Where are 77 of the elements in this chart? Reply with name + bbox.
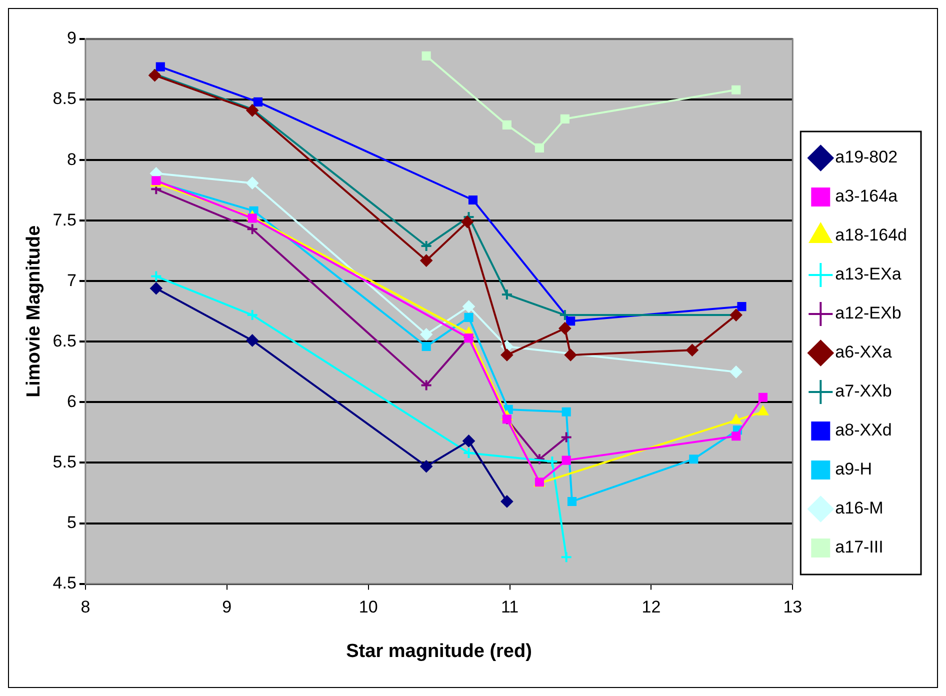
y-tick-label: 8 <box>66 150 76 169</box>
y-tick-label: 4.5 <box>52 573 76 592</box>
legend-label: a9-H <box>835 460 872 479</box>
y-tick-label: 5.5 <box>52 452 76 472</box>
point <box>686 344 698 356</box>
x-tick-label: 12 <box>642 598 661 617</box>
y-tick-label: 5 <box>66 512 76 532</box>
point <box>500 348 513 361</box>
x-tick-label: 10 <box>358 598 378 617</box>
x-tick-label: 8 <box>80 598 90 617</box>
point <box>462 447 475 460</box>
point <box>420 460 432 472</box>
legend-label: a16-M <box>835 498 884 518</box>
x-tick-label: 13 <box>783 598 802 617</box>
point <box>156 62 165 72</box>
point <box>462 300 475 313</box>
point <box>502 120 512 130</box>
point <box>558 322 571 334</box>
point <box>500 288 513 300</box>
point <box>737 302 746 312</box>
legend-label: a7-XXb <box>835 382 892 401</box>
x-tick-label: 9 <box>222 598 232 617</box>
point <box>566 316 576 326</box>
point <box>464 312 474 322</box>
point <box>500 495 513 508</box>
point <box>562 456 571 465</box>
point <box>253 97 263 106</box>
point <box>560 431 572 444</box>
legend-label: a6-XXa <box>835 342 892 362</box>
point <box>689 454 698 464</box>
legend-label: a12-EXb <box>835 304 902 323</box>
point <box>420 254 432 267</box>
point <box>562 407 571 416</box>
y-tick-label: 8.5 <box>52 89 76 108</box>
y-tick-label: 6 <box>66 392 76 411</box>
legend-label: a3-164a <box>835 186 898 206</box>
point <box>420 328 432 340</box>
point <box>758 406 768 416</box>
legend-label: a19-802 <box>835 148 898 167</box>
legend-label: a13-EXa <box>835 264 902 284</box>
point <box>468 195 478 205</box>
point <box>567 496 577 506</box>
point <box>732 85 741 94</box>
y-tick-label: 9 <box>66 28 76 48</box>
point <box>560 551 572 564</box>
point <box>420 379 432 392</box>
point <box>246 309 258 322</box>
point <box>546 456 558 468</box>
legend-label: a18-164d <box>835 226 907 245</box>
x-axis-title: Star magnitude (red) <box>346 640 532 662</box>
point <box>464 334 474 343</box>
point <box>150 282 162 294</box>
point <box>150 270 162 282</box>
point <box>246 223 258 236</box>
point <box>248 214 257 223</box>
point <box>422 51 431 60</box>
x-tick-label: 11 <box>500 598 519 617</box>
y-tick-label: 7.5 <box>52 210 76 230</box>
point <box>758 392 768 402</box>
point <box>462 434 475 447</box>
point <box>533 453 546 466</box>
point <box>560 114 570 124</box>
point <box>534 143 544 152</box>
legend-label: a8-XXd <box>835 420 892 440</box>
point <box>564 348 577 361</box>
point <box>422 342 431 352</box>
y-axis-title: Limovie Magnitude <box>24 225 45 398</box>
y-tick-label: 6.5 <box>52 331 76 350</box>
point <box>461 216 474 228</box>
point <box>420 240 432 252</box>
y-tick-label: 7 <box>66 270 76 290</box>
point <box>730 414 742 424</box>
point <box>732 432 741 441</box>
point <box>730 366 742 378</box>
legend-label: a17-III <box>835 538 884 557</box>
point <box>246 177 258 190</box>
point <box>246 334 258 346</box>
